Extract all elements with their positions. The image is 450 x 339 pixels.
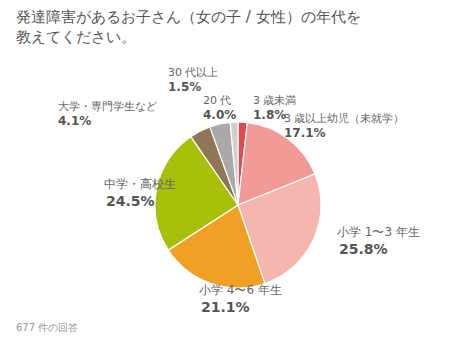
data-label: 1.8%	[253, 108, 286, 122]
category-label: 30 代以上	[168, 66, 219, 79]
data-label: 25.8%	[339, 241, 388, 257]
category-label: 3 歳以上幼児（未就学）	[284, 112, 405, 125]
data-label: 4.0%	[203, 108, 236, 122]
data-label: 21.1%	[201, 299, 250, 315]
annotation: 677 件の回答	[16, 322, 78, 333]
category-label: 中学・高校生	[104, 177, 176, 191]
slice	[210, 122, 238, 205]
data-label: 4.1%	[58, 114, 91, 128]
data-label: 1.5%	[168, 80, 201, 94]
category-label: 3 歳未満	[253, 94, 297, 107]
category-label: 小学 4〜6 年生	[199, 283, 282, 297]
category-label: 大学・専門学生など	[58, 100, 157, 113]
chart: 発達障害があるお子さん（女の子 / 女性）の年代を教えてください。 677 件の回…	[0, 0, 450, 339]
labels: 3 歳未満1.8%3 歳以上幼児（未就学）17.1% 小学 1〜3 年生 25.8%…	[58, 66, 420, 315]
category-label: 20 代	[203, 94, 232, 107]
data-label: 24.5%	[106, 193, 155, 209]
data-label: 17.1%	[284, 126, 326, 140]
title: 発達障害があるお子さん（女の子 / 女性）の年代を教えてください。	[16, 8, 361, 46]
category-label: 小学 1〜3 年生	[337, 225, 420, 239]
slice	[230, 122, 238, 205]
plot-area	[155, 122, 321, 288]
pie	[155, 122, 321, 288]
